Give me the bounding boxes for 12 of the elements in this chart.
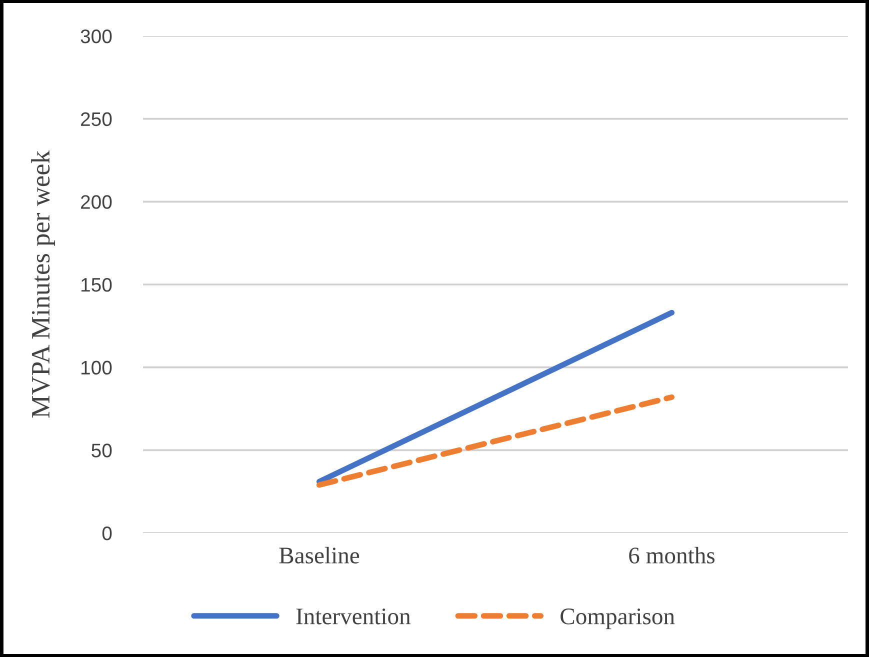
y-tick-label: 50 [92,444,112,458]
y-tick-label: 200 [80,195,112,209]
legend-label: Intervention [296,608,411,624]
x-tick-label: Baseline [279,546,360,564]
y-tick-label: 100 [81,360,112,375]
y-tick-label: 300 [80,29,112,44]
y-tick-label: 0 [102,526,112,540]
y-tick-label: 150 [81,278,112,292]
x-tick-label: 6 months [629,546,715,564]
y-tick-label: 250 [80,112,112,126]
legend-label: Comparison [560,608,675,630]
y-axis-title: MVPA Minutes per week [31,150,56,418]
